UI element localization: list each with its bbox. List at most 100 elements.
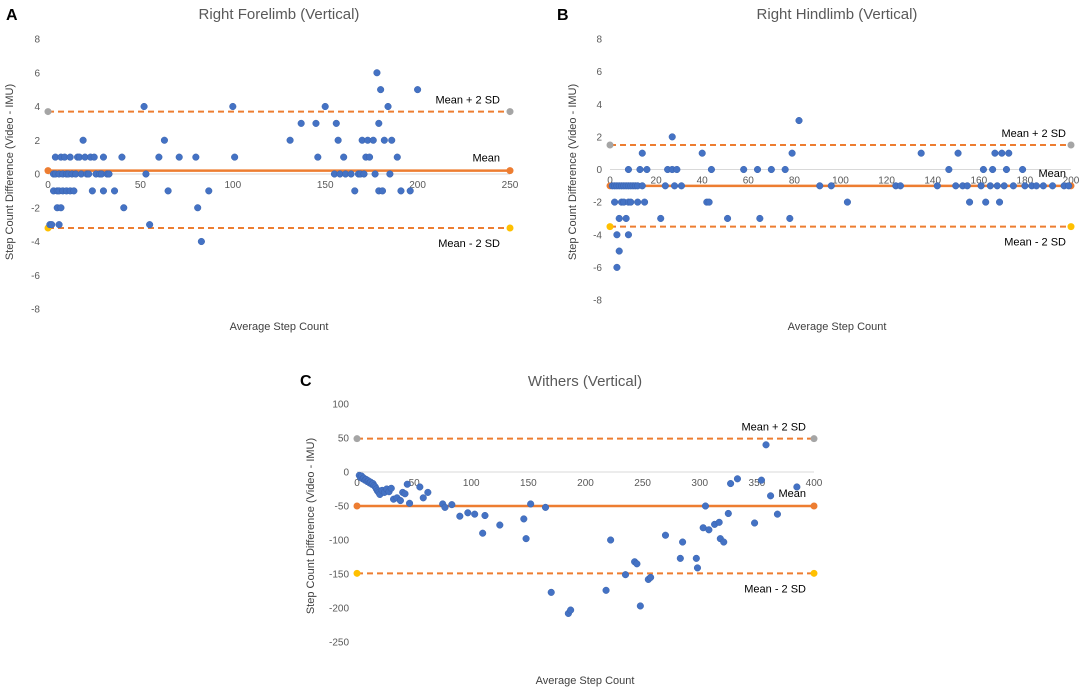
annotation-mean-2-sd: Mean - 2 SD xyxy=(1004,237,1066,249)
data-point xyxy=(388,136,396,144)
data-point xyxy=(57,204,65,212)
x-tick-label: 140 xyxy=(924,176,941,187)
data-point xyxy=(397,187,405,195)
data-point xyxy=(371,170,379,178)
x-tick-label: 150 xyxy=(317,180,334,191)
line-end-marker xyxy=(1067,141,1075,149)
data-point xyxy=(406,187,414,195)
data-point xyxy=(636,165,644,174)
data-point xyxy=(194,204,202,212)
data-point xyxy=(786,214,794,222)
x-tick-label: 120 xyxy=(878,176,895,187)
data-point xyxy=(643,165,651,174)
data-point xyxy=(479,529,487,537)
data-point xyxy=(986,182,994,190)
data-point xyxy=(448,501,456,509)
y-tick-label: -100 xyxy=(329,536,349,547)
data-point xyxy=(192,153,200,161)
data-point xyxy=(634,198,642,206)
x-tick-label: 80 xyxy=(789,176,801,187)
data-point xyxy=(414,86,422,94)
line-end-marker xyxy=(810,569,818,577)
y-axis-label-c: Step Count Difference (Video - IMU) xyxy=(305,438,317,614)
line-end-marker xyxy=(810,435,818,443)
data-point xyxy=(1065,182,1073,190)
data-point xyxy=(795,117,803,125)
data-point xyxy=(312,119,320,127)
x-tick-label: 200 xyxy=(409,180,426,191)
data-point xyxy=(471,510,479,518)
chart-panel-a: A Right Forelimb (Vertical) Average Step… xyxy=(4,6,519,333)
chart-title-a: Right Forelimb (Vertical) xyxy=(199,6,360,23)
data-point xyxy=(979,165,987,174)
data-point xyxy=(142,170,150,178)
data-point xyxy=(155,153,163,161)
data-point xyxy=(636,602,644,610)
data-point xyxy=(756,214,764,222)
data-point xyxy=(88,187,96,195)
x-tick-label: 0 xyxy=(354,478,360,489)
y-tick-label: -8 xyxy=(593,296,602,307)
line-end-marker xyxy=(353,569,361,577)
data-point xyxy=(406,499,414,507)
reference-lines-a: Mean + 2 SD Mean Mean - 2 SD xyxy=(44,95,514,250)
data-point xyxy=(615,247,623,255)
annotation-mean-2-sd: Mean + 2 SD xyxy=(1001,128,1066,140)
data-point xyxy=(781,165,789,174)
data-point xyxy=(627,198,635,206)
data-point xyxy=(79,136,87,144)
data-point xyxy=(1049,182,1057,190)
line-end-marker xyxy=(353,435,361,443)
x-tick-label: 100 xyxy=(224,180,241,191)
data-point xyxy=(99,187,107,195)
x-tick-label: 300 xyxy=(691,478,708,489)
x-tick-label: 0 xyxy=(607,176,613,187)
x-tick-label: 20 xyxy=(651,176,663,187)
data-point xyxy=(384,102,392,111)
data-point xyxy=(670,182,679,190)
data-point xyxy=(360,170,368,178)
y-tick-label: -2 xyxy=(31,203,40,214)
data-point xyxy=(55,221,63,229)
data-point xyxy=(657,214,665,222)
data-point xyxy=(733,475,742,483)
x-tick-label: 50 xyxy=(135,180,147,191)
data-point xyxy=(334,136,342,144)
x-tick-label: 180 xyxy=(1017,176,1034,187)
data-point xyxy=(816,182,824,190)
data-point xyxy=(1021,182,1029,190)
line-end-marker xyxy=(1067,223,1075,231)
data-points-b xyxy=(608,117,1073,271)
data-point xyxy=(164,187,172,195)
data-point xyxy=(788,149,796,157)
data-point xyxy=(1032,182,1040,190)
y-tick-label: -6 xyxy=(593,263,602,274)
data-point xyxy=(668,133,676,141)
data-point xyxy=(621,571,630,579)
data-point xyxy=(160,136,168,144)
x-tick-label: 200 xyxy=(1063,176,1080,187)
x-axis-label-b: Average Step Count xyxy=(788,321,887,333)
x-axis-label-c: Average Step Count xyxy=(536,675,635,687)
data-point xyxy=(541,503,550,511)
data-point xyxy=(567,606,575,614)
data-point xyxy=(762,441,770,449)
data-point xyxy=(624,165,632,174)
data-point xyxy=(66,153,74,161)
data-point xyxy=(954,149,962,157)
data-point xyxy=(613,231,621,239)
y-tick-label: -200 xyxy=(329,604,349,615)
data-point xyxy=(464,509,472,517)
y-tick-label: 8 xyxy=(596,35,602,46)
y-tick-label: -250 xyxy=(329,638,349,649)
data-point xyxy=(952,182,960,190)
chart-title-b: Right Hindlimb (Vertical) xyxy=(757,6,918,23)
data-point xyxy=(705,526,713,534)
annotation-mean-2-sd: Mean - 2 SD xyxy=(438,238,500,250)
y-axis-label-a: Step Count Difference (Video - IMU) xyxy=(4,84,16,260)
data-point xyxy=(661,182,669,190)
line-end-marker xyxy=(606,141,614,149)
data-point xyxy=(676,554,684,562)
data-point xyxy=(966,198,974,206)
data-point xyxy=(229,102,237,111)
